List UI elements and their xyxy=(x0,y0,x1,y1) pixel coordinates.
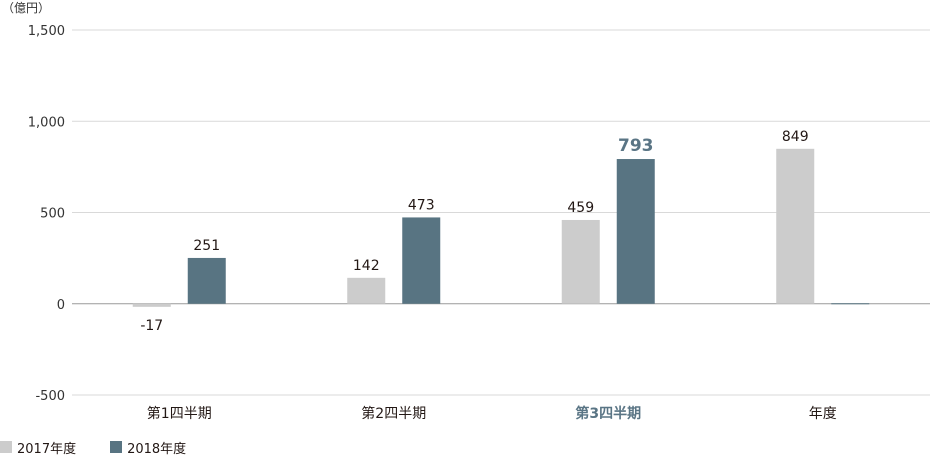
bar xyxy=(187,257,226,304)
category-label: 第2四半期 xyxy=(361,405,426,422)
value-label: 793 xyxy=(618,136,654,156)
legend-item-2017: 2017年度 xyxy=(0,438,76,457)
bar xyxy=(561,219,600,304)
legend-item-2018: 2018年度 xyxy=(110,438,186,457)
legend-swatch-2017 xyxy=(0,441,12,453)
value-label: 459 xyxy=(567,200,594,216)
y-tick-label: 1,500 xyxy=(28,24,65,39)
value-labels: -17 251 142 473 459 793 849 xyxy=(140,129,808,334)
y-tick-label: 500 xyxy=(40,207,65,222)
legend-swatch-2018 xyxy=(110,441,123,453)
y-axis-ticks: 1,500 1,000 500 0 -500 xyxy=(28,24,65,404)
value-label: 849 xyxy=(782,129,809,145)
category-labels: 第1四半期 第2四半期 第3四半期 年度 xyxy=(147,405,837,422)
y-tick-label: -500 xyxy=(35,389,65,404)
bars xyxy=(132,148,870,307)
value-label: 142 xyxy=(353,258,380,274)
bar xyxy=(402,217,441,304)
bar xyxy=(776,148,815,304)
legend-label-2017: 2017年度 xyxy=(17,441,77,457)
value-label: 473 xyxy=(408,197,435,213)
value-label: -17 xyxy=(140,318,163,334)
bar xyxy=(616,159,655,304)
bar xyxy=(132,303,171,307)
category-label: 第3四半期 xyxy=(575,405,641,422)
bar-chart: （億円） 1,500 1,000 500 0 -500 -17 251 142 473 459 7… xyxy=(2,1,930,422)
category-label: 第1四半期 xyxy=(147,405,212,422)
y-unit-label: （億円） xyxy=(2,1,50,15)
legend-label-2018: 2018年度 xyxy=(127,441,187,457)
value-label: 251 xyxy=(193,238,220,254)
y-tick-label: 1,000 xyxy=(28,115,65,130)
category-label: 年度 xyxy=(809,406,837,422)
bar xyxy=(347,277,386,304)
legend: 2017年度 2018年度 xyxy=(0,437,220,457)
y-tick-label: 0 xyxy=(57,298,65,313)
